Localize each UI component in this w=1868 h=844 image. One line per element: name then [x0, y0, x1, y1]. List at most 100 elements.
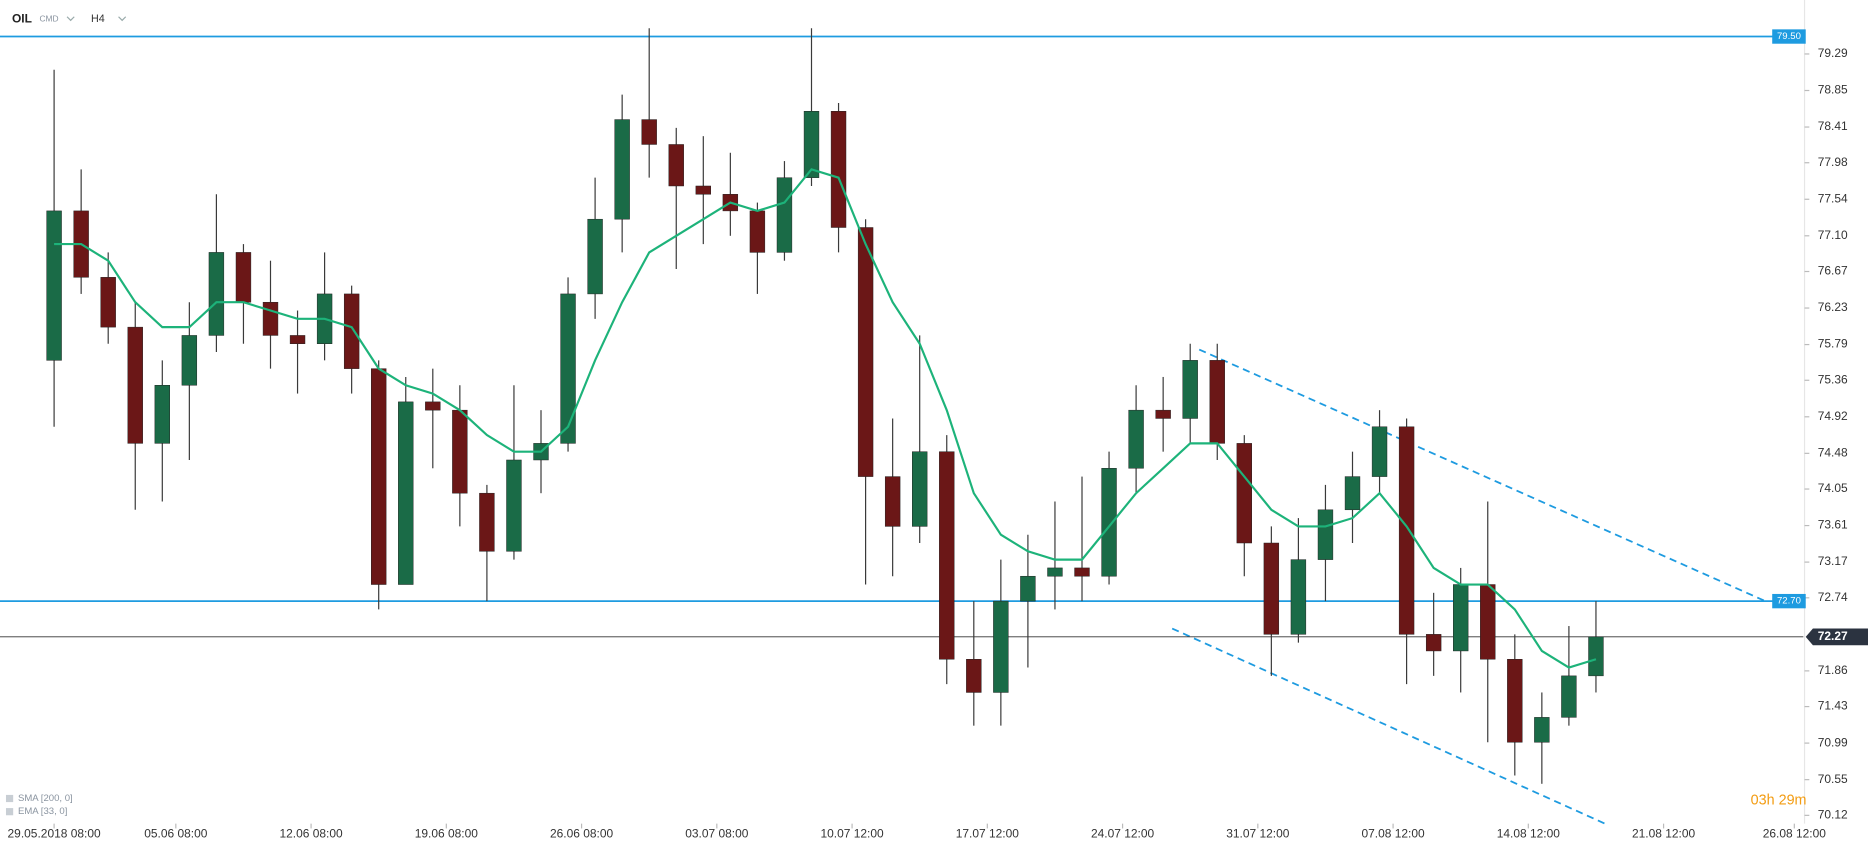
- candle-body: [1101, 468, 1117, 577]
- y-tick-label: 75.36: [1818, 372, 1848, 386]
- y-tick-label: 72.74: [1818, 590, 1848, 604]
- candle-body: [1561, 675, 1577, 718]
- candle-body: [506, 459, 522, 552]
- candle-body: [1155, 409, 1171, 419]
- candle-body: [668, 144, 684, 187]
- x-tick-label: 03.07 08:00: [685, 827, 749, 841]
- dropdown-arrow[interactable]: [118, 16, 127, 22]
- candle-body: [1290, 559, 1307, 635]
- x-tick-label: 14.08 12:00: [1497, 827, 1561, 841]
- y-tick-label: 70.99: [1818, 735, 1848, 749]
- candle-body: [289, 335, 306, 344]
- symbol[interactable]: OIL: [12, 11, 32, 25]
- x-tick-label: 05.06 08:00: [144, 827, 208, 841]
- candle-body: [641, 119, 657, 145]
- interval[interactable]: H4: [91, 13, 105, 25]
- candle-body: [884, 476, 901, 527]
- y-tick-label: 76.67: [1818, 264, 1848, 278]
- candle-body: [939, 451, 955, 660]
- candle-body: [695, 185, 711, 195]
- candle-body: [857, 227, 874, 477]
- market: CMD: [40, 13, 59, 23]
- candle-body: [479, 492, 495, 552]
- candle-body: [1588, 636, 1604, 677]
- x-tick-label: 24.07 12:00: [1091, 827, 1155, 841]
- ema-line: [54, 168, 1597, 669]
- level-label-box: [1772, 593, 1806, 609]
- candle-body: [181, 335, 198, 386]
- candle-body: [614, 119, 630, 220]
- trendline: [1198, 348, 1768, 603]
- level-label: 72.70: [1777, 596, 1801, 607]
- dropdown-arrow[interactable]: [66, 16, 75, 22]
- x-tick-label: 29.05.2018 08:00: [8, 827, 102, 841]
- candle-body: [452, 409, 468, 494]
- y-tick-label: 70.12: [1818, 808, 1848, 822]
- candle-body: [1453, 584, 1469, 652]
- candle-body: [1182, 360, 1198, 419]
- candle-body: [749, 210, 766, 253]
- candle-body: [1507, 659, 1523, 743]
- y-tick-label: 75.79: [1818, 337, 1848, 351]
- candle-body: [1209, 360, 1225, 444]
- x-tick-label: 26.08 12:00: [1763, 827, 1827, 841]
- y-tick-label: 73.17: [1818, 554, 1848, 568]
- last-price-box: [1805, 628, 1868, 646]
- y-tick-label: 71.43: [1818, 699, 1848, 713]
- candle-body: [235, 252, 252, 303]
- candle-body: [1074, 567, 1090, 577]
- candle-body: [803, 111, 820, 178]
- candle-body: [127, 326, 143, 444]
- candle-body: [1425, 634, 1442, 652]
- x-tick-label: 21.08 12:00: [1632, 827, 1696, 841]
- y-tick-label: 78.41: [1818, 119, 1848, 133]
- candle-body: [1128, 409, 1144, 469]
- x-tick-label: 10.07 12:00: [820, 827, 884, 841]
- y-tick-label: 77.10: [1818, 228, 1848, 242]
- y-tick-label: 79.29: [1818, 46, 1848, 60]
- x-tick-label: 07.08 12:00: [1361, 827, 1425, 841]
- y-tick-label: 74.05: [1818, 481, 1848, 495]
- candle-body: [1398, 426, 1415, 635]
- candle-body: [343, 293, 360, 369]
- candle-body: [912, 451, 928, 527]
- candle-body: [1317, 509, 1334, 560]
- y-tick-label: 76.23: [1818, 300, 1848, 314]
- trendline: [1171, 627, 1606, 825]
- candle-body: [1371, 426, 1388, 477]
- indicator-label: SMA [200, 0]: [18, 793, 73, 804]
- indicator-label: EMA [33, 0]: [18, 806, 67, 817]
- candle-body: [830, 111, 847, 228]
- candle-body: [993, 600, 1009, 693]
- x-tick-label: 17.07 12:00: [956, 827, 1020, 841]
- candle-body: [560, 293, 576, 444]
- candle-body: [587, 218, 603, 295]
- candle-body: [425, 401, 441, 411]
- y-tick-label: 77.98: [1818, 155, 1848, 169]
- candle-body: [208, 252, 225, 336]
- x-tick-label: 12.06 08:00: [279, 827, 343, 841]
- candle-body: [262, 301, 279, 336]
- candle-body: [154, 385, 170, 444]
- candle-body: [100, 277, 116, 328]
- y-tick-label: 74.48: [1818, 445, 1848, 459]
- candle-body: [46, 210, 62, 361]
- candle-body: [398, 401, 414, 585]
- candle-body: [1047, 567, 1063, 577]
- x-tick-label: 26.06 08:00: [550, 827, 614, 841]
- candle-body: [1020, 575, 1036, 602]
- indicator-icon: [5, 794, 14, 803]
- y-tick-label: 71.86: [1818, 663, 1848, 677]
- candle-body: [1263, 542, 1280, 635]
- y-tick-label: 77.54: [1818, 191, 1848, 205]
- y-tick-label: 74.92: [1818, 409, 1848, 423]
- candle-body: [966, 659, 982, 693]
- x-tick-label: 19.06 08:00: [415, 827, 479, 841]
- candle-body: [371, 368, 387, 585]
- y-tick-label: 70.55: [1818, 772, 1848, 786]
- candle-body: [1480, 584, 1496, 660]
- candle-body: [776, 177, 793, 253]
